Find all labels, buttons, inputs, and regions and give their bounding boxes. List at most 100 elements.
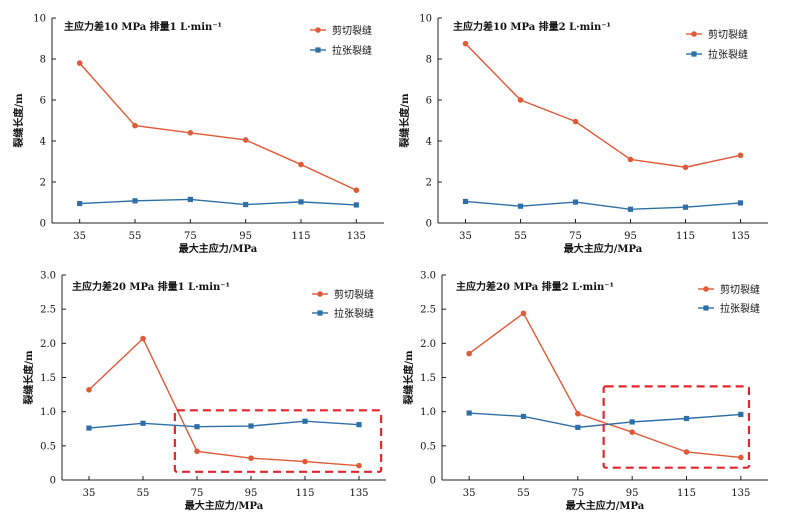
x-axis-title: 最大主应力/MPa: [185, 499, 264, 512]
x-tick-label: 35: [459, 231, 472, 242]
x-axis-title: 最大主应力/MPa: [566, 499, 645, 512]
data-point-shear: [575, 410, 581, 417]
data-point-shear: [627, 156, 634, 163]
x-tick-label: 115: [295, 488, 314, 499]
highlight-box: [173, 409, 383, 473]
x-tick-label: 95: [626, 488, 639, 499]
x-tick-label: 35: [83, 488, 96, 499]
x-tick-label: 95: [624, 231, 637, 242]
chart-panel-2: 0 2 4 6 8 10 35 55 75 95 115 135 最大主应力/MPa 裂缝长度/m 主应力差…: [398, 14, 768, 255]
data-point-shear: [520, 310, 527, 317]
data-point-tensile: [298, 199, 304, 205]
data-point-shear: [737, 152, 744, 159]
x-tick-label: 35: [463, 488, 476, 499]
data-point-shear: [242, 137, 249, 143]
y-axis-title: 裂缝长度/m: [22, 350, 35, 406]
data-point-tensile: [737, 200, 744, 206]
legend-label: 拉张裂缝: [708, 48, 748, 61]
y-tick-label: 4: [426, 137, 432, 148]
y-tick-label: 10: [419, 14, 432, 25]
data-point-shear: [517, 97, 524, 103]
y-tick-label: 3.0: [40, 271, 56, 282]
data-point-tensile: [627, 206, 634, 212]
panel-title: 主应力差10 MPa 排量1 L·min⁻¹: [64, 20, 222, 33]
y-tick-label: 1.0: [40, 407, 56, 418]
data-point-tensile: [77, 200, 83, 207]
legend-marker: [315, 47, 321, 53]
data-point-shear: [248, 455, 254, 461]
legend-marker: [703, 286, 709, 292]
data-point-tensile: [462, 198, 469, 205]
y-axis-title: 裂缝长度/m: [402, 350, 415, 406]
y-tick-label: 0: [40, 219, 46, 230]
y-tick-label: 10: [33, 14, 46, 25]
legend-marker: [317, 310, 323, 316]
data-point-tensile: [682, 204, 689, 210]
x-tick-label: 115: [291, 231, 310, 242]
x-tick-label: 75: [569, 231, 582, 242]
y-tick-label: 0: [430, 476, 436, 487]
data-point-tensile: [520, 413, 527, 420]
data-point-shear: [466, 350, 472, 357]
series-line-tensile: [469, 412, 741, 429]
legend-label: 剪切裂缝: [332, 24, 372, 37]
x-tick-label: 35: [73, 231, 86, 242]
y-tick-label: 3.0: [420, 271, 436, 282]
data-point-shear: [356, 462, 362, 469]
y-axis-title: 裂缝长度/m: [398, 93, 411, 149]
legend-marker: [317, 291, 323, 297]
data-point-shear: [298, 161, 304, 168]
series-line-tensile: [465, 200, 741, 210]
panel-title: 主应力差10 MPa 排量2 L·min⁻¹: [453, 20, 611, 33]
data-point-tensile: [575, 424, 581, 430]
data-point-tensile: [194, 424, 200, 430]
y-tick-label: 0.5: [420, 441, 436, 452]
x-tick-label: 55: [129, 231, 142, 242]
panel-title: 主应力差20 MPa 排量2 L·min⁻¹: [456, 280, 614, 293]
data-point-tensile: [140, 420, 146, 426]
highlight-box: [602, 385, 751, 469]
y-tick-label: 2.0: [420, 339, 436, 350]
y-tick-label: 2: [40, 178, 46, 189]
y-tick-label: 2.0: [40, 339, 56, 350]
y-tick-label: 4: [40, 137, 46, 148]
legend-label: 拉张裂缝: [720, 302, 760, 315]
data-point-shear: [187, 130, 194, 136]
x-tick-label: 55: [137, 488, 150, 499]
data-point-shear: [629, 429, 635, 435]
legend-marker: [691, 31, 697, 37]
series-line-shear: [464, 43, 741, 168]
series-line-shear: [468, 312, 741, 459]
y-tick-label: 1.5: [420, 373, 436, 384]
y-tick-label: 6: [426, 96, 432, 107]
series-line-shear: [88, 337, 360, 467]
y-tick-label: 0: [50, 476, 56, 487]
data-point-tensile: [86, 425, 92, 431]
chart-panel-3: 0 0.5 1.0 1.5 2.0 2.5 3.0 35 55 75 95 115 135 最大主应力/M…: [22, 271, 386, 512]
data-point-shear: [738, 454, 744, 461]
y-tick-label: 2.5: [40, 305, 56, 316]
x-tick-label: 135: [347, 231, 366, 242]
data-point-shear: [86, 387, 92, 393]
data-point-tensile: [243, 201, 249, 208]
legend-marker: [315, 27, 321, 33]
legend-label: 拉张裂缝: [332, 44, 372, 57]
data-point-tensile: [738, 411, 744, 417]
x-tick-label: 135: [349, 488, 368, 499]
legend-label: 剪切裂缝: [708, 28, 748, 41]
data-point-shear: [353, 187, 360, 193]
y-axis-title: 裂缝长度/m: [12, 93, 25, 149]
x-tick-label: 75: [191, 488, 204, 499]
data-point-tensile: [356, 422, 362, 428]
y-tick-label: 8: [426, 55, 432, 66]
data-point-tensile: [132, 198, 138, 204]
x-tick-label: 95: [239, 231, 252, 242]
data-point-shear: [572, 118, 579, 125]
x-tick-label: 95: [245, 488, 258, 499]
y-tick-label: 2.5: [420, 305, 436, 316]
chart-panel-1: 0 2 4 6 8 10 35 55 75 95 115 135 最大主应力/MPa 裂缝长度/m 主应力差…: [12, 14, 384, 255]
x-tick-label: 75: [571, 488, 584, 499]
data-point-tensile: [187, 196, 193, 203]
x-tick-label: 115: [677, 488, 696, 499]
